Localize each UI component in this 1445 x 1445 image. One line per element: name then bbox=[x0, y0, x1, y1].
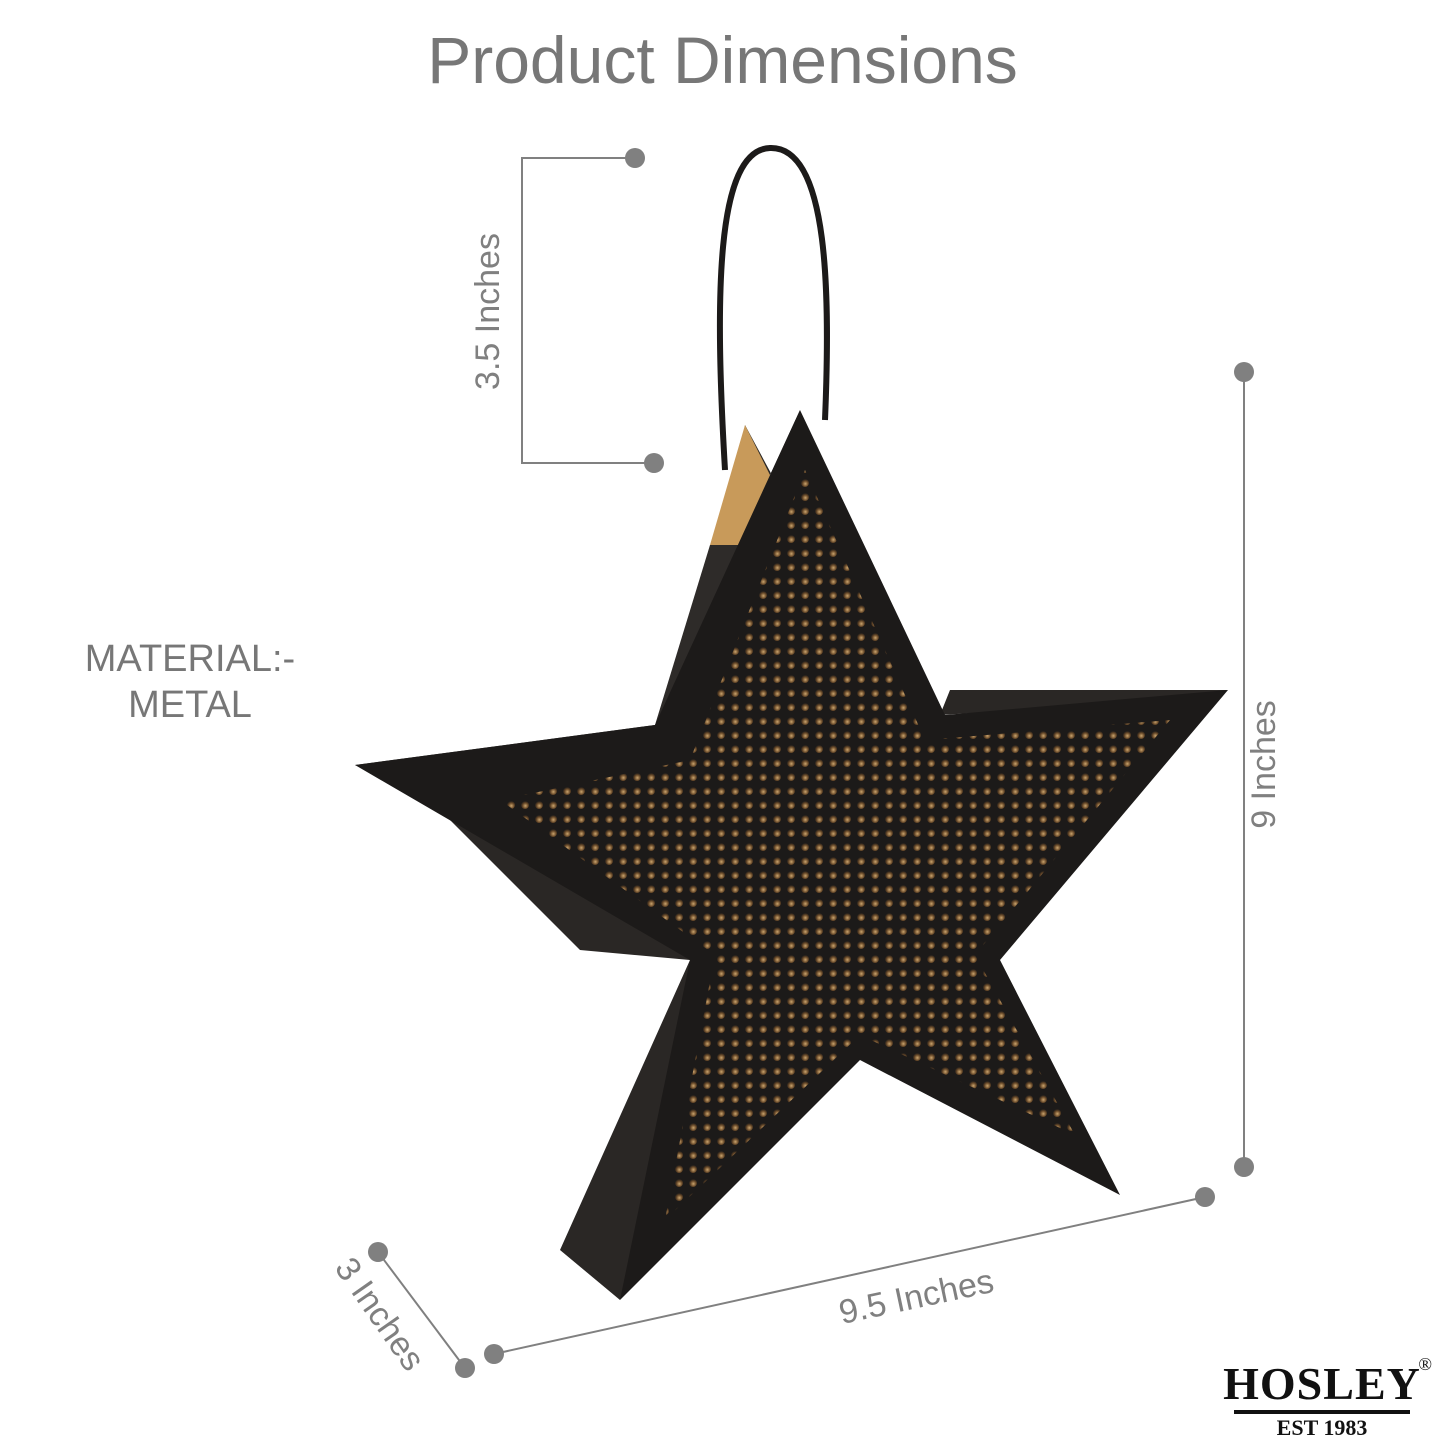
handle-dimension: 3.5 Inches bbox=[468, 233, 507, 390]
logo-name: HOSLEY bbox=[1223, 1358, 1421, 1409]
dimension-endpoints bbox=[368, 148, 1254, 1378]
registered-mark: ® bbox=[1418, 1354, 1432, 1374]
page-title: Product Dimensions bbox=[427, 23, 1018, 97]
lantern-pattern bbox=[500, 470, 1170, 1220]
logo-tagline: EST 1983 bbox=[1276, 1415, 1368, 1440]
logo-divider bbox=[1234, 1410, 1410, 1414]
dimension-guides bbox=[377, 157, 1245, 1369]
material-label: MATERIAL:- METAL bbox=[40, 636, 340, 728]
height-dimension: 9 Inches bbox=[1244, 700, 1283, 829]
material-heading: MATERIAL:- bbox=[84, 638, 296, 680]
material-value: METAL bbox=[128, 684, 252, 726]
handle bbox=[716, 144, 830, 471]
hosley-logo: HOSLEY ® EST 1983 bbox=[1222, 1354, 1432, 1440]
